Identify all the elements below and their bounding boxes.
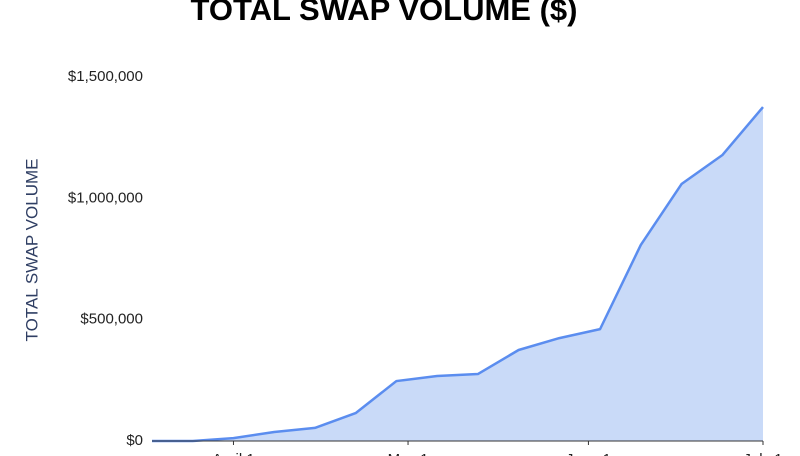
chart-title: TOTAL SWAP VOLUME ($) (191, 0, 578, 27)
y-axis-label: TOTAL SWAP VOLUME (22, 159, 41, 342)
area-line (152, 106, 764, 443)
x-tick-label: May 1 (388, 451, 429, 456)
y-tick-label: $0 (126, 432, 143, 449)
x-tick-label: April 1 (212, 451, 255, 456)
y-tick-label: $1,000,000 (68, 189, 143, 206)
y-tick-label: $500,000 (80, 311, 143, 328)
area-fill (152, 107, 763, 441)
y-tick-label: $1,500,000 (68, 68, 143, 85)
x-tick-label: July 1 (743, 451, 782, 456)
x-tick-label: June 1 (566, 451, 611, 456)
